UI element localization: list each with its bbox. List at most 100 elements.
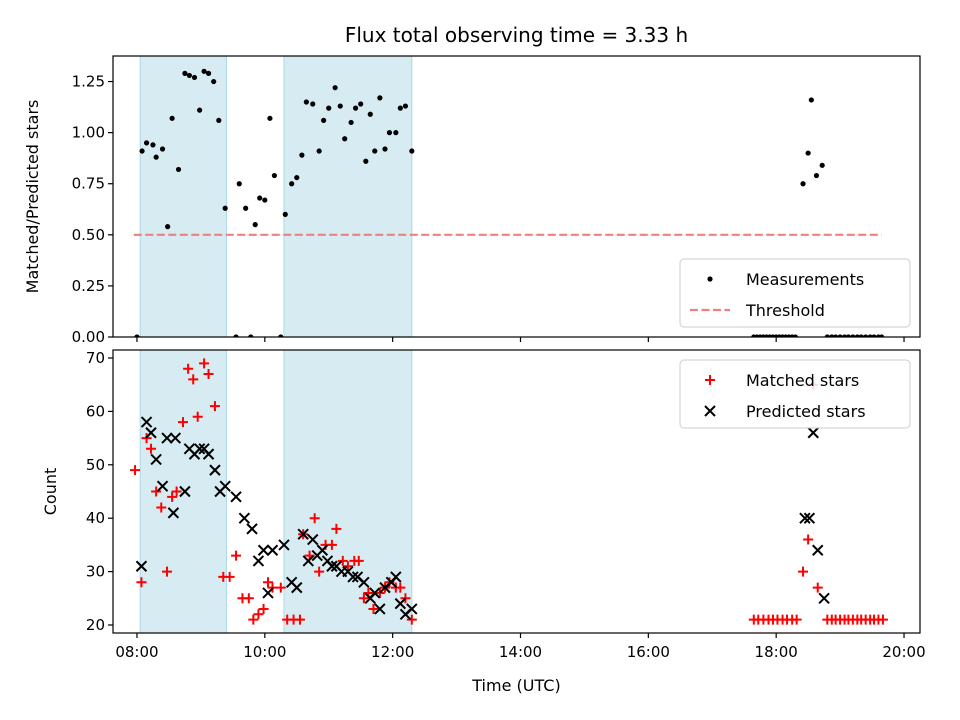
y-tick-label: 0.00 <box>72 328 105 346</box>
matched-star-point <box>224 571 235 582</box>
measurement-point <box>191 74 198 81</box>
y-tick-label: 30 <box>86 563 105 581</box>
measurement-point <box>233 334 239 337</box>
matched-star-point <box>275 582 286 593</box>
predicted-star-point <box>316 544 329 556</box>
y-tick-label: 0.25 <box>72 277 105 295</box>
predicted-star-point <box>145 427 157 439</box>
legend: Measurements Threshold <box>679 258 911 328</box>
matched-star-point <box>231 550 242 561</box>
matched-star-point <box>203 369 214 380</box>
measurement-point <box>243 205 249 211</box>
x-tick-label: 16:00 <box>627 643 670 661</box>
measurement-point <box>316 148 322 154</box>
predicted-star-point <box>169 432 182 444</box>
axes-frame <box>112 349 921 634</box>
y-tick-label: 60 <box>86 402 105 420</box>
predicted-star-point <box>302 555 314 567</box>
shaded-interval <box>283 350 413 633</box>
predicted-star-point <box>394 597 407 610</box>
predicted-star-point <box>252 555 265 567</box>
matched-star-point <box>368 603 379 614</box>
matched-star-point <box>171 486 182 497</box>
predicted-star-point <box>390 571 402 583</box>
predicted-star-point <box>818 592 830 604</box>
predicted-star-point <box>278 539 290 551</box>
measurement-point <box>841 334 848 337</box>
matched-star-point <box>342 561 353 572</box>
matched-star-point <box>353 555 364 566</box>
matched-star-point <box>253 609 264 620</box>
measurement-point <box>186 72 192 79</box>
measurement-point <box>845 334 852 337</box>
measurement-point <box>342 136 348 142</box>
x-tick-label: 18:00 <box>755 643 798 661</box>
matched-star-point <box>326 539 337 550</box>
predicted-star-point <box>161 432 173 444</box>
x-tick-label: 14:00 <box>499 643 542 661</box>
measurement-point <box>326 105 332 111</box>
measurement-point <box>850 334 856 337</box>
matched-star-point <box>395 582 406 593</box>
y-tick-label: 70 <box>86 349 105 367</box>
matched-star-point <box>146 443 157 454</box>
measurement-point <box>352 105 359 111</box>
predicted-star-point <box>807 427 819 439</box>
legend-label: Measurements <box>746 270 864 289</box>
matched-star-point <box>156 502 167 513</box>
measurement-point <box>278 334 284 337</box>
predicted-star-point <box>291 581 303 594</box>
measurement-point <box>332 85 338 91</box>
matched-star-point <box>337 555 348 566</box>
measurement-point <box>348 119 354 126</box>
measurement-point <box>150 142 156 148</box>
matched-star-point <box>248 614 259 625</box>
matched-star-point <box>400 593 411 604</box>
matched-star-point <box>309 513 320 524</box>
measurement-point <box>819 162 825 168</box>
matched-star-point <box>294 614 305 625</box>
measurement-point <box>402 103 409 109</box>
measurement-point <box>397 105 403 111</box>
matched-star-point <box>331 523 342 534</box>
matched-star-point <box>177 417 188 428</box>
measurement-point <box>805 150 811 156</box>
legend-label: Threshold <box>745 301 825 320</box>
bottom-panel: 20 30 40 50 60 70 08:00 10:00 12:00 14:00 16:00 18:… <box>86 349 926 661</box>
measurement-point <box>197 107 203 113</box>
shaded-interval <box>283 56 413 337</box>
predicted-star-point <box>156 480 169 492</box>
measurement-point <box>139 148 145 154</box>
top-panel: 0.00 0.25 0.50 0.75 1.00 1.25 Measurements Thre… <box>72 55 921 346</box>
measurement-point <box>165 224 171 230</box>
predicted-star-point <box>238 512 251 524</box>
x-tick-label: 20:00 <box>882 643 925 661</box>
y-axis-label-bottom: Count <box>41 468 60 516</box>
predicted-star-point <box>167 507 180 519</box>
measurement-point <box>393 130 399 136</box>
shaded-interval <box>139 56 227 337</box>
measurement-point <box>377 95 383 101</box>
y-tick-label: 1.25 <box>72 73 105 91</box>
matched-star-point <box>192 411 203 422</box>
x-tick-label: 08:00 <box>115 643 158 661</box>
y-tick-label: 20 <box>86 616 105 634</box>
measurement-point <box>205 70 212 76</box>
y-tick-label: 50 <box>86 456 105 474</box>
predicted-star-point <box>326 560 338 572</box>
plot-area <box>130 350 888 633</box>
predicted-star-point <box>262 587 274 599</box>
predicted-star-point <box>202 448 215 460</box>
measurement-point <box>262 197 268 203</box>
x-tick-label: 12:00 <box>371 643 414 661</box>
y-tick-label: 0.50 <box>72 226 105 244</box>
predicted-star-point <box>406 603 418 615</box>
measurement-point <box>289 181 295 187</box>
measurement-point <box>310 101 316 107</box>
matched-star-point <box>162 566 173 577</box>
matched-star-point <box>791 614 802 625</box>
matched-star-point <box>183 363 194 374</box>
measurement-point <box>299 152 305 158</box>
predicted-star-point <box>150 453 162 466</box>
matched-star-point <box>258 603 269 614</box>
